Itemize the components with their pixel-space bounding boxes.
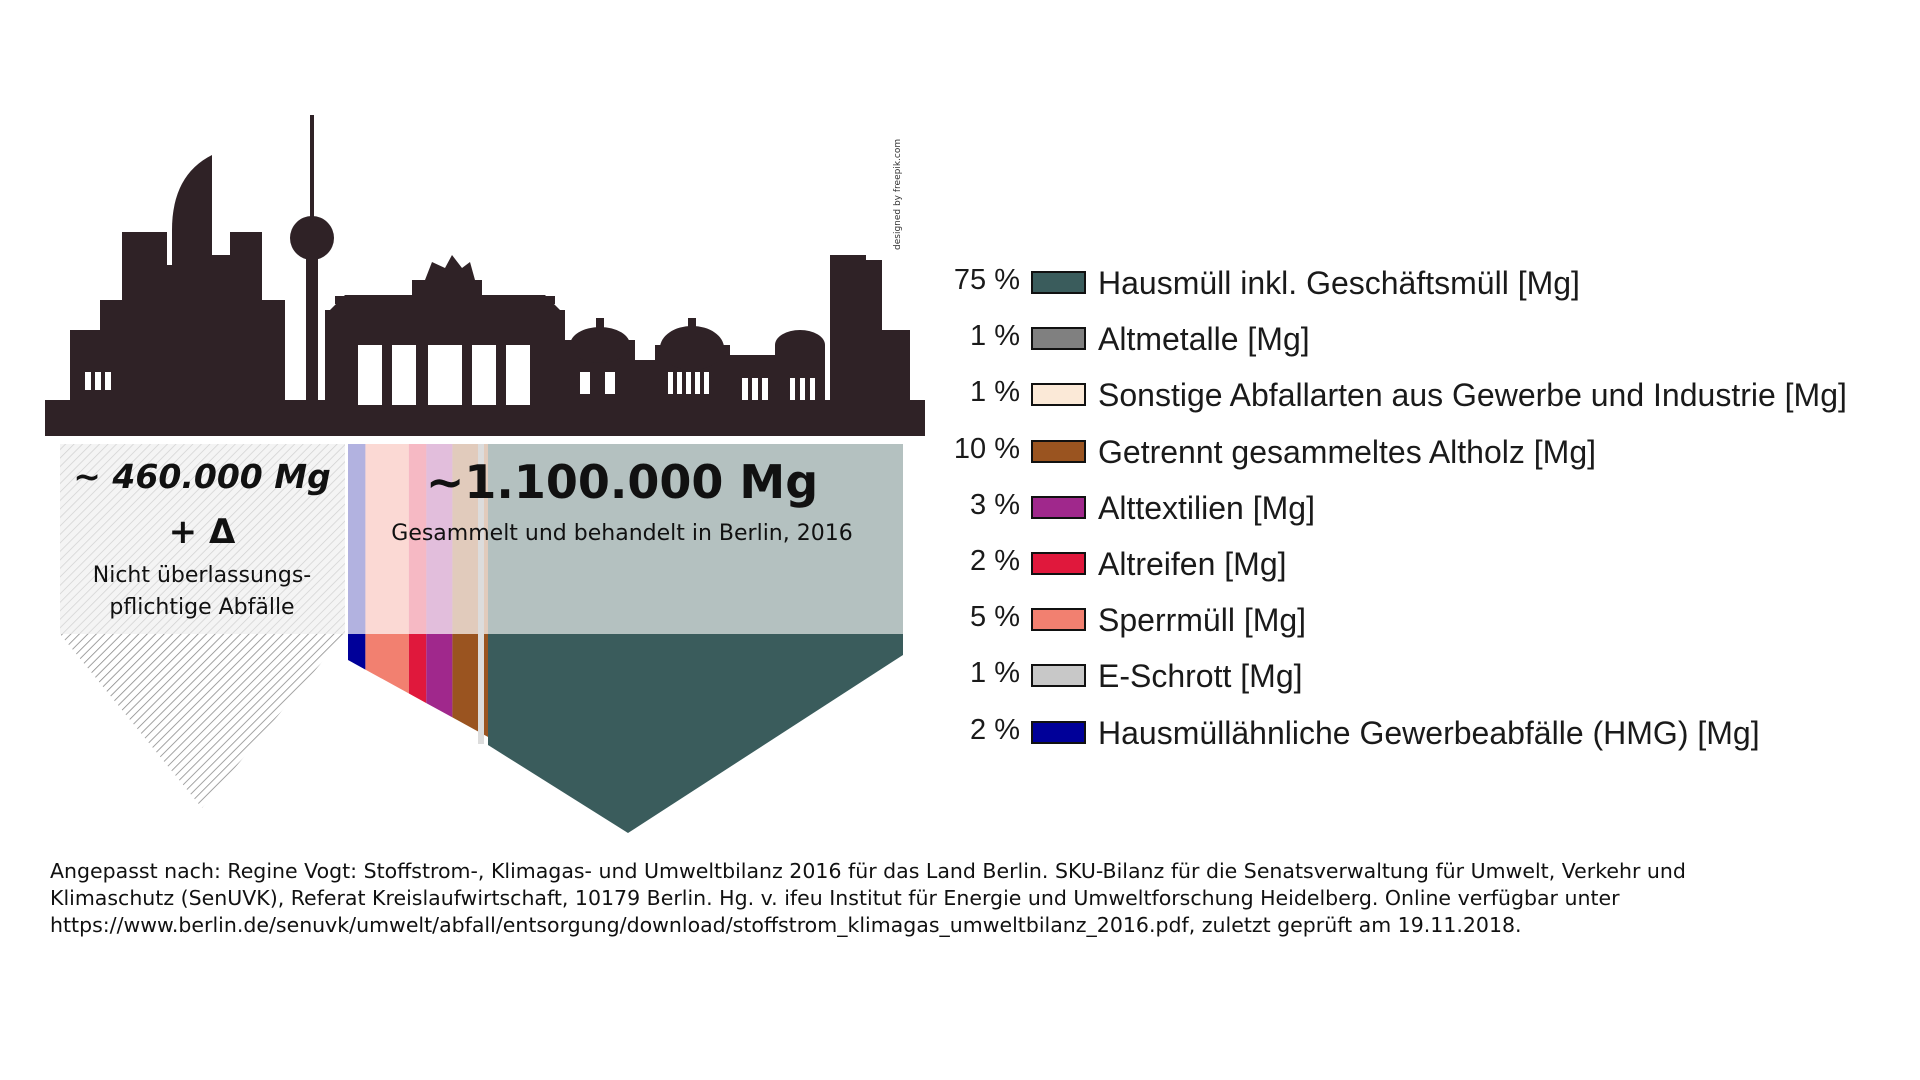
legend-item: 3 % Alttextilien [Mg] bbox=[935, 487, 1915, 543]
left-block-arrow bbox=[60, 634, 345, 808]
legend-item: 5 % Sperrmüll [Mg] bbox=[935, 599, 1915, 655]
legend-percent: 5 % bbox=[970, 601, 1020, 634]
legend-label: Getrennt gesammeltes Altholz [Mg] bbox=[1098, 433, 1596, 470]
legend-item: 1 % Altmetalle [Mg] bbox=[935, 318, 1915, 374]
source-citation: Angepasst nach: Regine Vogt: Stoffstrom-… bbox=[50, 859, 1686, 937]
legend-percent: 2 % bbox=[970, 544, 1020, 577]
legend-percent: 75 % bbox=[953, 264, 1020, 296]
legend-label: E-Schrott [Mg] bbox=[1098, 658, 1303, 695]
band-lower-4 bbox=[426, 634, 453, 718]
legend-item: 1 % E-Schrott [Mg] bbox=[935, 655, 1915, 711]
legend-percent: 1 % bbox=[970, 657, 1020, 690]
band-upper-4 bbox=[426, 444, 453, 634]
band-upper-5 bbox=[408, 444, 427, 634]
band-upper-8 bbox=[348, 444, 366, 634]
legend-swatch bbox=[1031, 608, 1086, 632]
legend-label: Sonstige Abfallarten aus Gewerbe und Ind… bbox=[1098, 377, 1847, 414]
legend-label: Altmetalle [Mg] bbox=[1098, 321, 1310, 358]
legend-swatch bbox=[1031, 271, 1086, 294]
legend-percent: 1 % bbox=[970, 320, 1020, 353]
band-upper-6 bbox=[365, 444, 409, 634]
legend-percent: 2 % bbox=[970, 713, 1020, 746]
legend-item: 2 % Altreifen [Mg] bbox=[935, 543, 1915, 599]
left-delta: + Δ bbox=[169, 512, 236, 552]
left-amount: ~ 460.000 Mg bbox=[73, 457, 330, 496]
legend-label: Sperrmüll [Mg] bbox=[1098, 602, 1307, 639]
main-block-upper bbox=[488, 444, 903, 634]
band-lower-5 bbox=[408, 634, 427, 704]
legend-swatch bbox=[1031, 720, 1086, 744]
legend-item: 2 % Hausmüllähnliche Gewerbeabfälle (HMG)… bbox=[935, 712, 1915, 768]
legend: 75 % Hausmüll inkl. Geschäftsmüll [Mg] 1 %… bbox=[935, 262, 1915, 768]
freepik-credit: designed by freepik.com bbox=[893, 138, 903, 250]
skyline-windows bbox=[85, 345, 815, 405]
legend-swatch bbox=[1031, 327, 1086, 351]
right-caption: Gesammelt und behandelt in Berlin, 2016 bbox=[391, 521, 852, 546]
legend-percent: 3 % bbox=[970, 488, 1020, 521]
band-separator bbox=[478, 444, 484, 744]
left-caption-line1: Nicht überlassungs- bbox=[93, 563, 312, 588]
legend-swatch bbox=[1031, 551, 1086, 575]
legend-percent: 1 % bbox=[970, 376, 1020, 409]
legend-swatch bbox=[1031, 439, 1086, 463]
legend-label: Hausmüllähnliche Gewerbeabfälle (HMG) [M… bbox=[1098, 714, 1760, 751]
main-block-arrow bbox=[488, 634, 903, 833]
band-lower-6 bbox=[365, 634, 409, 694]
legend-swatch bbox=[1031, 664, 1086, 688]
legend-label: Altreifen [Mg] bbox=[1098, 545, 1287, 582]
left-caption-line2: pflichtige Abfälle bbox=[109, 595, 294, 620]
legend-label: Alttextilien [Mg] bbox=[1098, 489, 1315, 526]
legend-item: 10 % Getrennt gesammeltes Altholz [Mg] bbox=[935, 431, 1915, 487]
legend-swatch bbox=[1031, 495, 1086, 519]
legend-label: Hausmüll inkl. Geschäftsmüll [Mg] bbox=[1098, 265, 1580, 301]
legend-swatch bbox=[1031, 383, 1086, 407]
right-amount: ~1.100.000 Mg bbox=[426, 455, 818, 509]
legend-item: 1 % Sonstige Abfallarten aus Gewerbe und … bbox=[935, 374, 1915, 430]
left-block-upper bbox=[60, 444, 345, 634]
legend-percent: 10 % bbox=[953, 432, 1020, 465]
band-lower-8 bbox=[348, 634, 366, 670]
legend-item: 75 % Hausmüll inkl. Geschäftsmüll [Mg] bbox=[935, 262, 1915, 318]
